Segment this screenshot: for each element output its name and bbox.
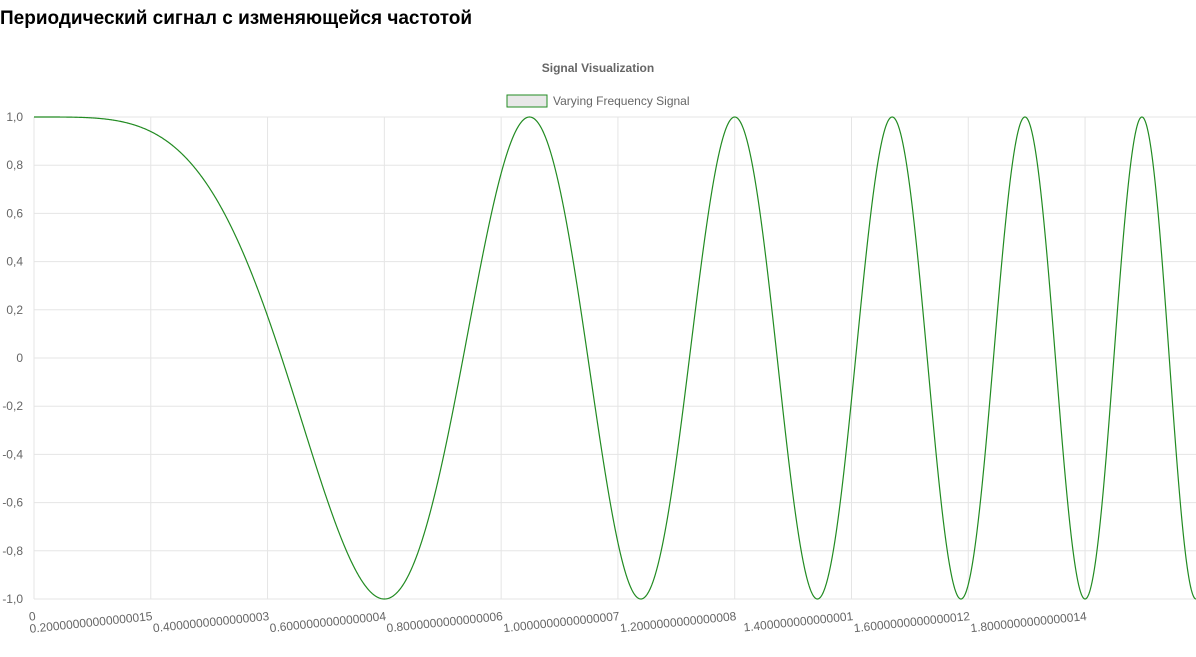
x-tick-label: 1.8000000000000014 bbox=[970, 609, 1088, 635]
x-tick-label: 1.2000000000000008 bbox=[619, 609, 737, 635]
series-layer bbox=[34, 116, 1196, 600]
x-tick-label: 0 bbox=[28, 609, 36, 624]
legend-label[interactable]: Varying Frequency Signal bbox=[553, 94, 690, 108]
y-tick-label: 0,6 bbox=[6, 206, 23, 220]
x-tick-label: 1.6000000000000012 bbox=[853, 609, 971, 635]
y-tick-label: -0,2 bbox=[2, 399, 23, 413]
legend-swatch[interactable] bbox=[506, 94, 548, 108]
chart-title: Signal Visualization bbox=[542, 61, 654, 75]
chart-legend[interactable]: Varying Frequency Signal bbox=[506, 94, 690, 108]
axis-ticks: 1,00,80,60,40,20-0,2-0,4-0,6-0,8-1,000.2… bbox=[2, 110, 1087, 636]
y-tick-label: 0,2 bbox=[6, 303, 23, 317]
x-tick-label: 0.4000000000000003 bbox=[152, 609, 270, 635]
y-tick-label: 1,0 bbox=[6, 110, 23, 124]
series-line-varying-frequency-signal bbox=[34, 116, 1196, 600]
page-title: Периодический сигнал с изменяющейся част… bbox=[0, 8, 473, 29]
x-tick-label: 0.20000000000000015 bbox=[29, 609, 154, 636]
x-tick-label: 1.0000000000000007 bbox=[503, 609, 621, 635]
y-tick-label: 0,8 bbox=[6, 158, 23, 172]
x-tick-label: 1.400000000000001 bbox=[743, 609, 854, 634]
y-tick-label: -0,4 bbox=[2, 447, 23, 461]
x-tick-label: 0.6000000000000004 bbox=[269, 609, 387, 635]
y-tick-label: 0 bbox=[16, 351, 23, 365]
y-tick-label: -1,0 bbox=[2, 592, 23, 606]
x-tick-label: 0.8000000000000006 bbox=[386, 609, 504, 635]
y-tick-label: -0,6 bbox=[2, 496, 23, 510]
y-tick-label: -0,8 bbox=[2, 544, 23, 558]
y-tick-label: 0,4 bbox=[6, 255, 23, 269]
